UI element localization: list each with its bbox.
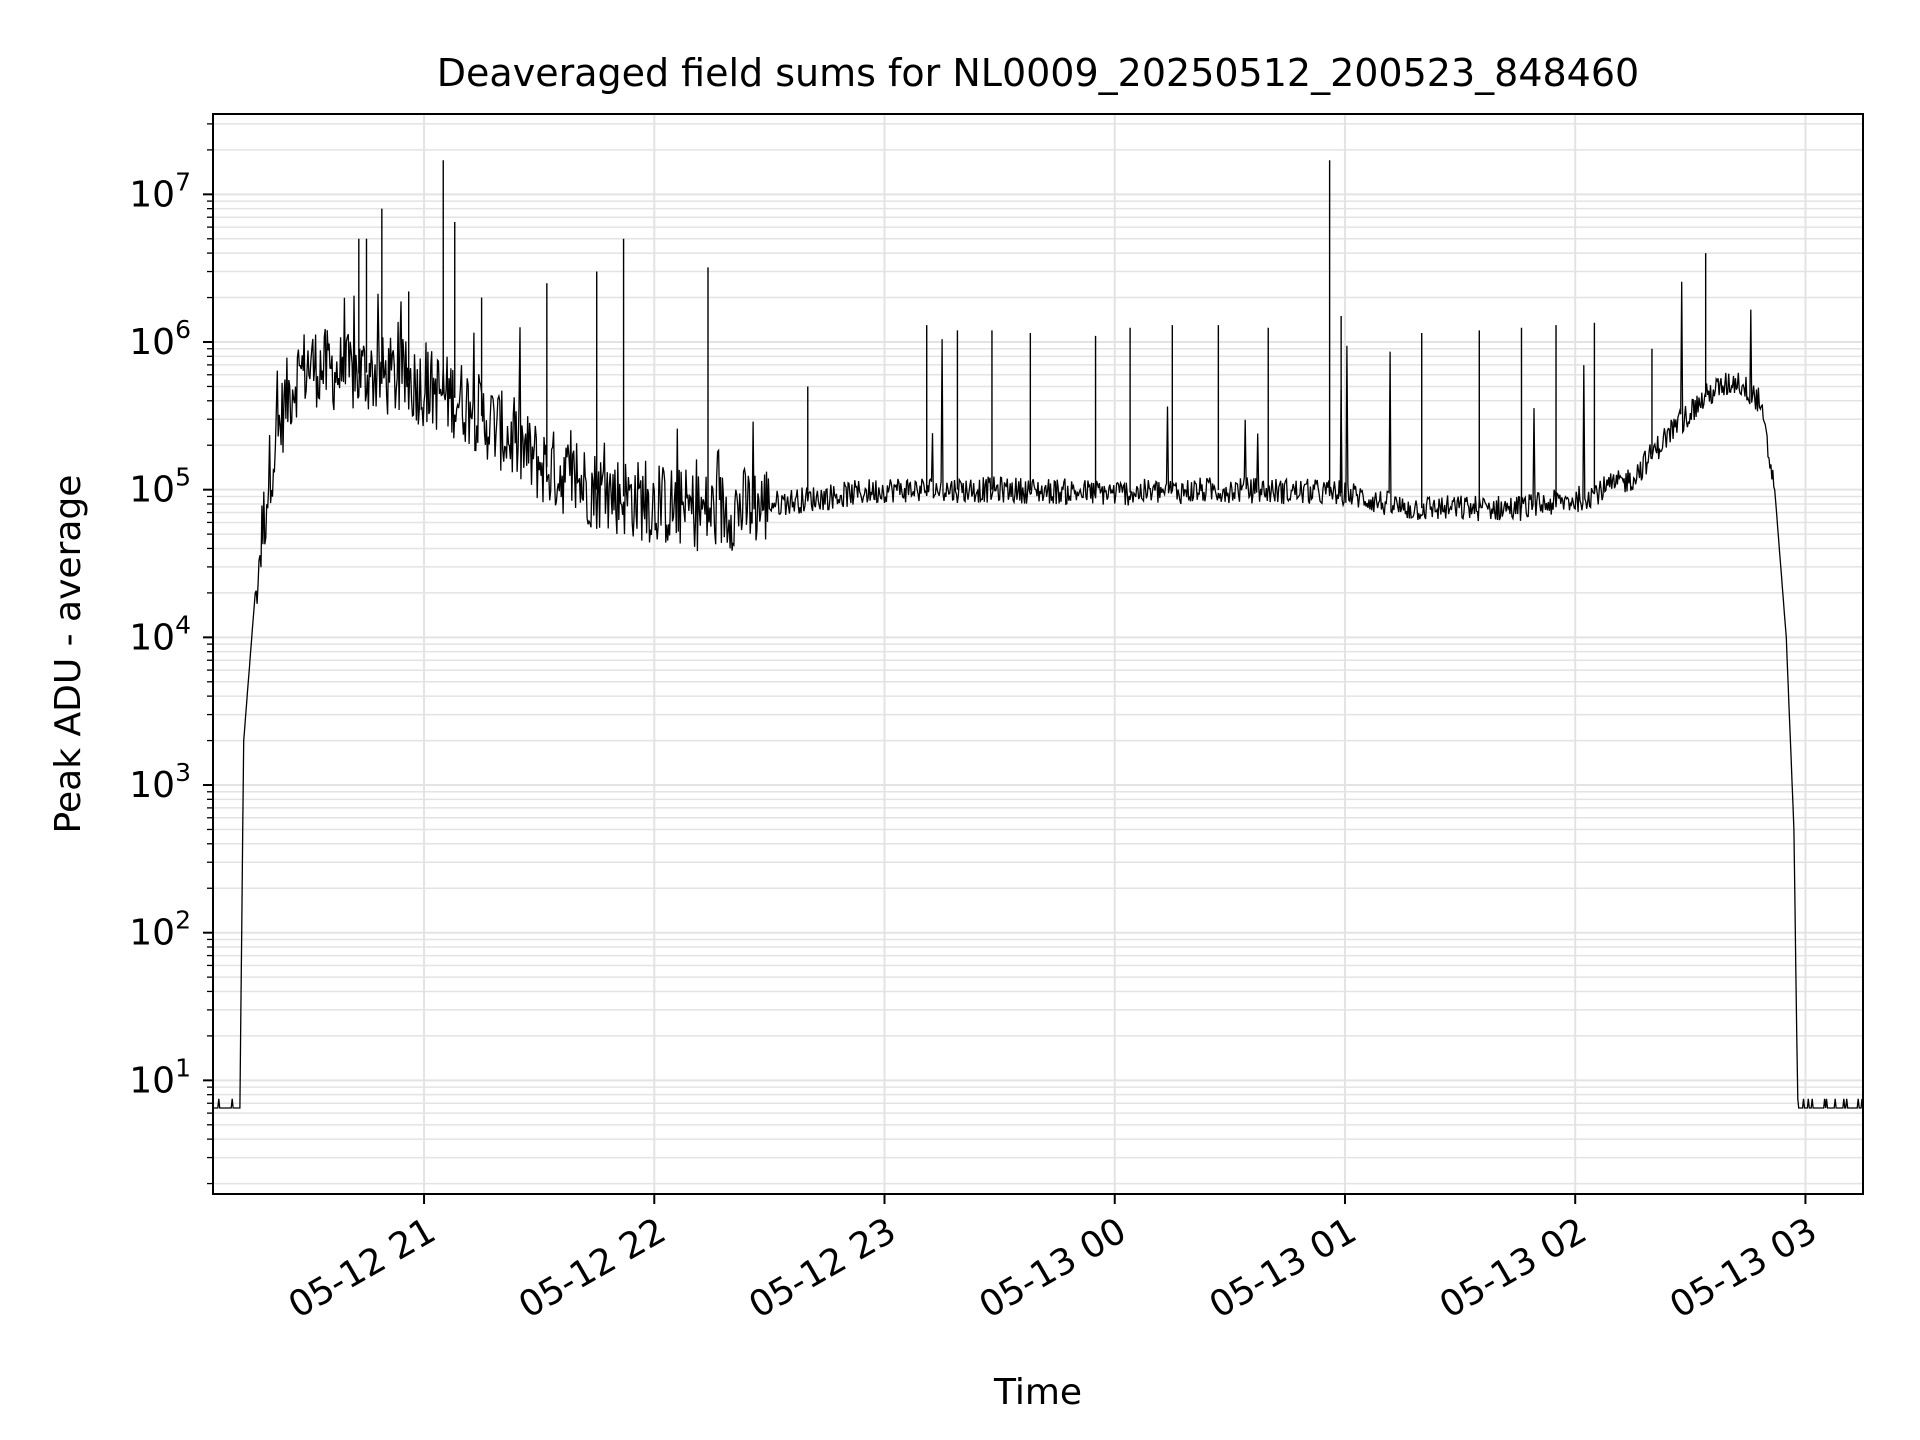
y-tick-label: 103 <box>129 758 191 806</box>
y-axis-label: Peak ADU - average <box>48 475 89 834</box>
y-tick-label: 106 <box>129 315 191 363</box>
series-line <box>213 281 1864 1109</box>
grid <box>213 114 1863 1194</box>
y-tick-label: 104 <box>129 610 191 658</box>
axes-frame <box>212 113 1864 1195</box>
plot-area <box>213 160 1864 1109</box>
chart-title: Deaveraged field sums for NL0009_2025051… <box>437 51 1639 95</box>
y-tick-label: 105 <box>129 463 191 511</box>
y-tick-label: 102 <box>129 906 191 954</box>
y-tick-label: 107 <box>129 167 191 215</box>
y-tick-label: 101 <box>129 1053 191 1101</box>
x-axis-label: Time <box>993 1372 1082 1413</box>
y-axis: 101 102 103 104 105 106 107 <box>129 123 213 1185</box>
